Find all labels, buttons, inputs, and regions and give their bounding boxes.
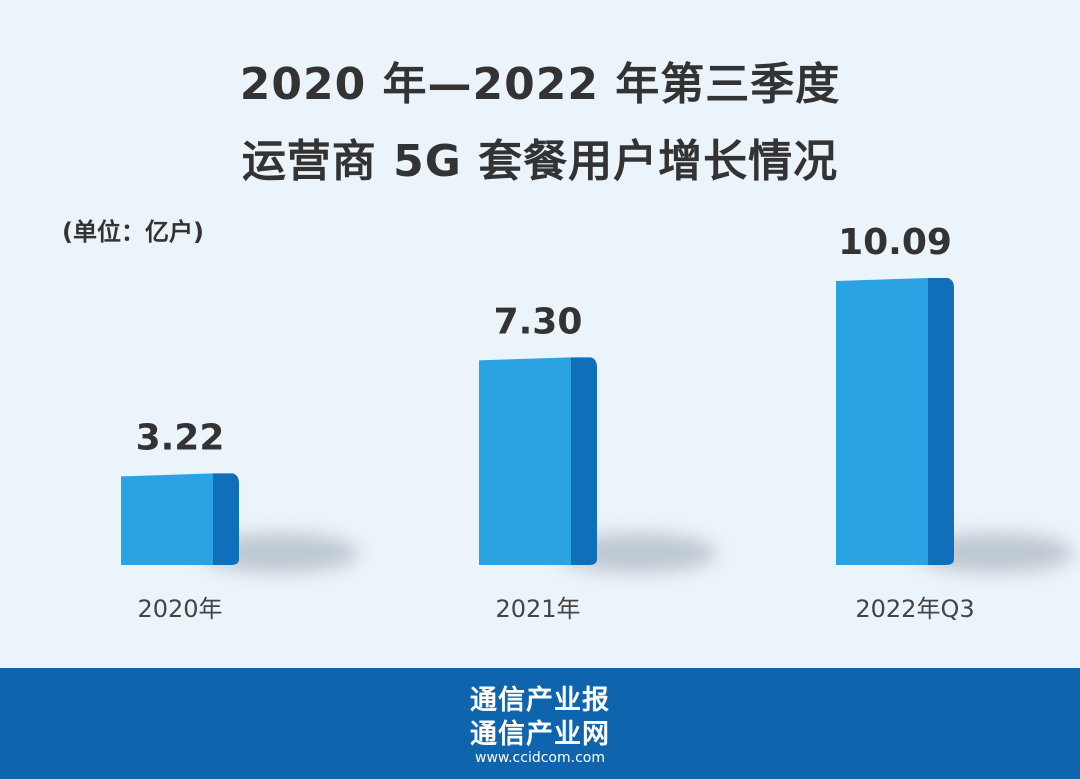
chart-title-line2: 运营商 5G 套餐用户增长情况 [241, 136, 839, 187]
bar-value-label-0: 3.22 [136, 417, 225, 458]
category-label-0: 2020年 [137, 595, 222, 623]
bar-side-1 [571, 357, 597, 565]
bar-value-label-1: 7.30 [494, 301, 583, 342]
footer-brand-line2: 通信产业网 [470, 719, 610, 750]
bar-chart: 3.22 2020年 7.30 2021年 10.09 2022年Q3 [121, 222, 1074, 623]
chart-title-line1: 2020 年—2022 年第三季度 [239, 59, 841, 110]
footer-banner: 通信产业报 通信产业网 www.ccidcom.com [0, 668, 1080, 779]
category-label-2: 2022年Q3 [855, 595, 974, 623]
footer-brand-line1: 通信产业报 [470, 685, 610, 716]
bar-front-0 [121, 473, 213, 565]
footer-website[interactable]: www.ccidcom.com [475, 750, 605, 766]
category-label-1: 2021年 [495, 595, 580, 623]
bar-front-1 [479, 357, 571, 565]
bar-front-2 [836, 278, 928, 565]
bar-side-2 [928, 278, 954, 565]
bar-side-0 [213, 473, 239, 565]
bar-value-label-2: 10.09 [838, 222, 952, 263]
unit-label: (单位：亿户) [62, 218, 204, 246]
